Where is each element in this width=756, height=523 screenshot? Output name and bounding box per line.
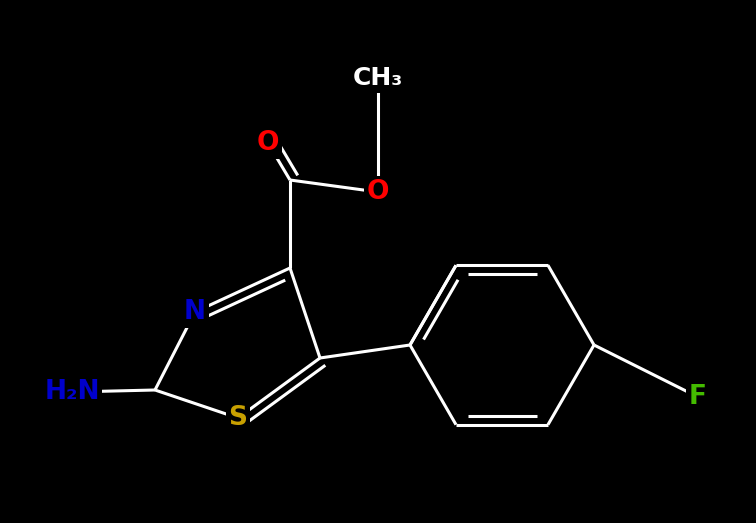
Text: H₂N: H₂N bbox=[45, 379, 100, 405]
Text: CH₃: CH₃ bbox=[353, 66, 403, 90]
Text: F: F bbox=[689, 384, 707, 410]
Text: N: N bbox=[184, 299, 206, 325]
Text: S: S bbox=[228, 405, 247, 431]
Text: O: O bbox=[257, 130, 279, 156]
Text: O: O bbox=[367, 179, 389, 205]
